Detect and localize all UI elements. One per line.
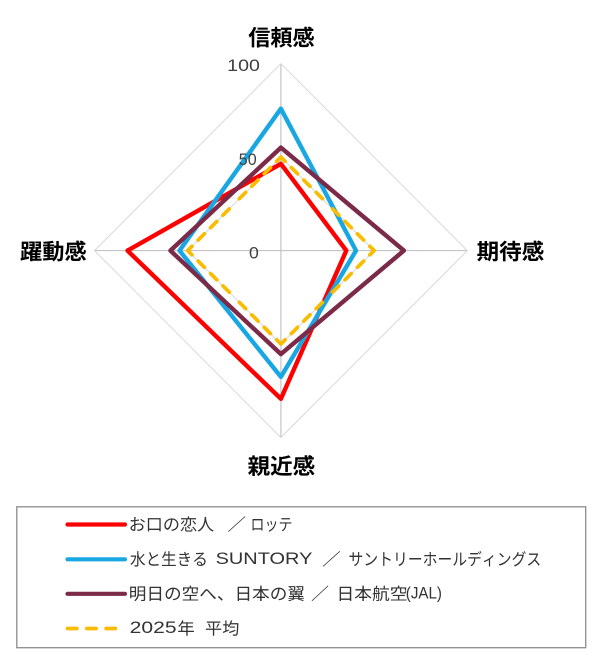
svg-text:SUNTORY: SUNTORY bbox=[216, 550, 313, 568]
svg-text:100: 100 bbox=[227, 56, 260, 75]
svg-text:0: 0 bbox=[249, 244, 259, 263]
svg-text:(JAL): (JAL) bbox=[406, 585, 442, 603]
svg-text:50: 50 bbox=[239, 150, 257, 169]
svg-text:2025: 2025 bbox=[130, 619, 177, 637]
